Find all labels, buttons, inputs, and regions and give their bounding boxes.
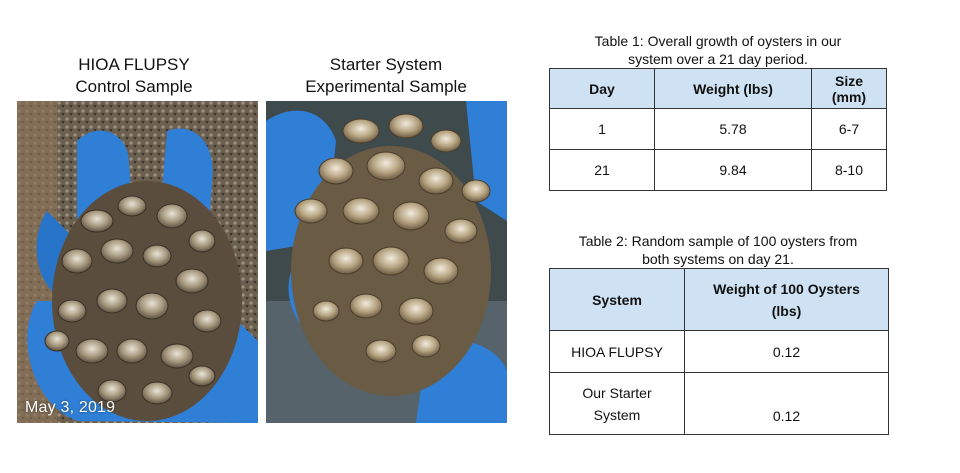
sample-weight-table: System Weight of 100 Oysters (lbs) HIOA …: [549, 268, 889, 435]
control-sample-photo: May 3, 2019: [17, 101, 258, 423]
table2-cell: 0.12: [684, 372, 889, 435]
table1-caption: Table 1: Overall growth of oysters in ou…: [594, 33, 842, 67]
experimental-sample-photo: [266, 101, 507, 423]
table-row: 21 9.84 8-10: [549, 149, 887, 191]
table1-cell: 8-10: [811, 149, 887, 191]
table-row: Our Starter System 0.12: [549, 372, 889, 435]
photo-date-stamp: May 3, 2019: [25, 399, 116, 416]
table1-header-size: Size (mm): [811, 68, 887, 109]
right-photo-caption: Starter System Experimental Sample: [305, 55, 467, 96]
left-photo-caption: HIOA FLUPSY Control Sample: [75, 55, 193, 96]
table1-header-weight: Weight (lbs): [654, 68, 812, 109]
growth-table: Day Weight (lbs) Size (mm) 1 5.78 6-7 21…: [549, 68, 887, 191]
table1-cell: 6-7: [811, 108, 887, 150]
table1-cell: 21: [549, 149, 655, 191]
table-row: HIOA FLUPSY 0.12: [549, 330, 889, 373]
table2-cell: Our Starter System: [549, 372, 685, 435]
table2-header-weight: Weight of 100 Oysters (lbs): [684, 268, 889, 331]
table1-cell: 9.84: [654, 149, 812, 191]
table-row: 1 5.78 6-7: [549, 108, 887, 150]
table2-header-system: System: [549, 268, 685, 331]
table2-caption: Table 2: Random sample of 100 oysters fr…: [578, 233, 858, 267]
table2-cell: HIOA FLUPSY: [549, 330, 685, 373]
table1-header-day: Day: [549, 68, 655, 109]
table1-cell: 1: [549, 108, 655, 150]
table2-cell: 0.12: [684, 330, 889, 373]
table1-cell: 5.78: [654, 108, 812, 150]
